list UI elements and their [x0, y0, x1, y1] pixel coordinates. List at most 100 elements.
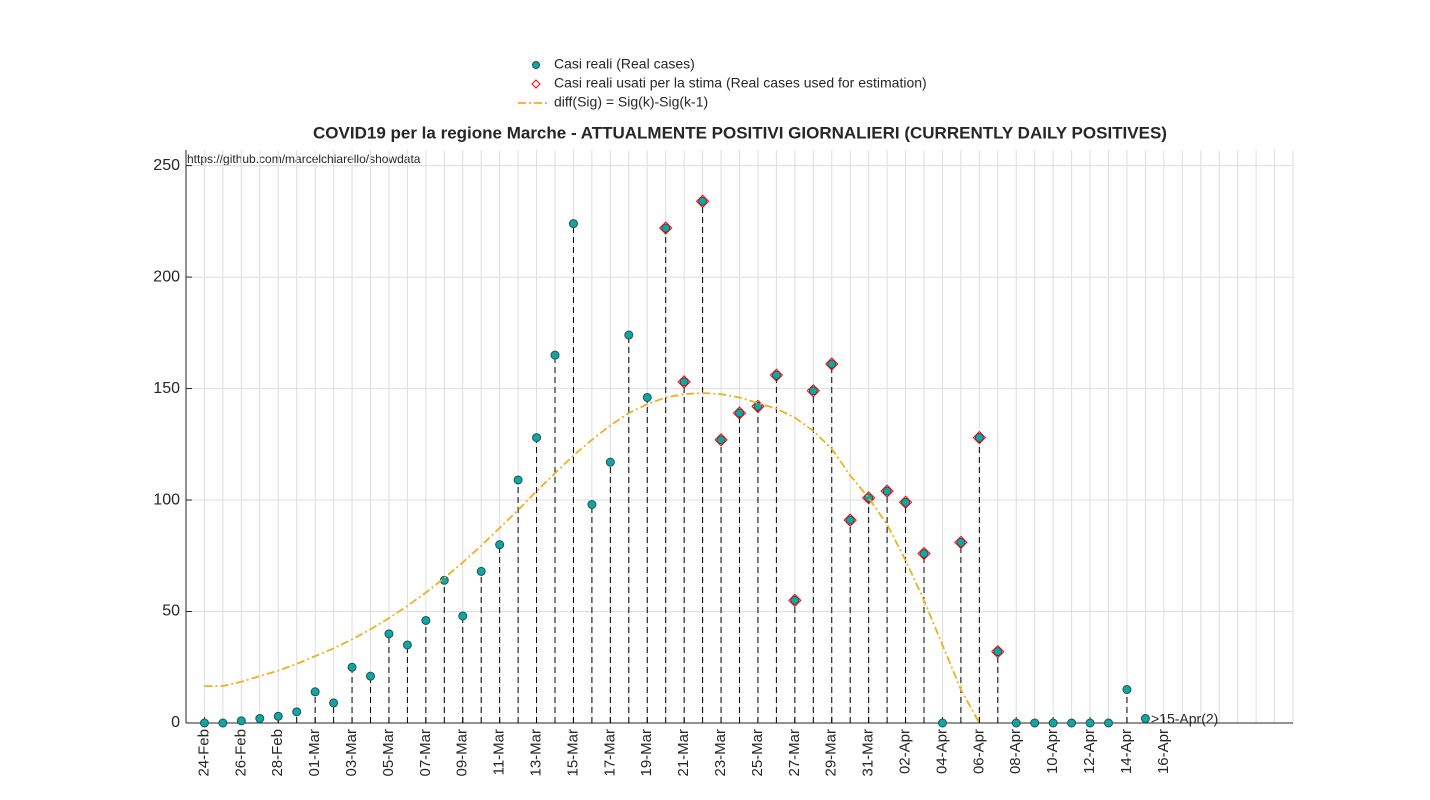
- y-tick-label: 50: [162, 603, 180, 620]
- point: [1085, 718, 1095, 728]
- x-tick-label: 01-Mar: [306, 729, 323, 777]
- point: [843, 513, 857, 527]
- point: [402, 640, 412, 650]
- point: [1067, 718, 1077, 728]
- x-tick-label: 12-Apr: [1081, 729, 1098, 774]
- point: [532, 433, 542, 443]
- point: [605, 457, 615, 467]
- point: [825, 357, 839, 371]
- point: [901, 497, 911, 507]
- x-tick-label: 31-Mar: [860, 729, 877, 777]
- point: [310, 687, 320, 697]
- point: [845, 515, 855, 525]
- point: [587, 500, 597, 510]
- x-tick-label: 27-Mar: [786, 729, 803, 777]
- point: [495, 540, 505, 550]
- x-tick-label: 24-Feb: [195, 729, 212, 777]
- point: [236, 716, 246, 726]
- point: [218, 718, 228, 728]
- point: [1140, 714, 1150, 724]
- x-tick-label: 28-Feb: [269, 729, 286, 777]
- point: [993, 647, 1003, 657]
- point: [550, 350, 560, 360]
- point: [292, 707, 302, 717]
- point: [273, 711, 283, 721]
- point: [1011, 718, 1021, 728]
- point: [513, 475, 523, 485]
- point: [695, 194, 710, 208]
- point: [806, 384, 821, 398]
- point: [882, 486, 892, 496]
- point: [347, 662, 357, 672]
- point: [769, 368, 784, 382]
- point: [199, 718, 209, 728]
- y-tick-label: 200: [153, 268, 180, 285]
- x-tick-label: 06-Apr: [970, 729, 987, 774]
- y-tick-label: 150: [153, 380, 180, 397]
- point: [642, 392, 652, 402]
- point: [808, 386, 818, 396]
- x-tick-label: 17-Mar: [601, 729, 618, 777]
- x-tick-label: 19-Mar: [638, 729, 655, 777]
- point: [255, 714, 265, 724]
- point: [788, 593, 802, 608]
- point: [771, 370, 781, 380]
- point: [677, 375, 691, 389]
- x-tick-label: 07-Mar: [417, 729, 434, 777]
- y-tick-label: 100: [153, 491, 180, 508]
- point: [732, 406, 747, 420]
- point: [880, 484, 894, 498]
- legend-marker: [532, 61, 540, 69]
- point: [658, 221, 673, 235]
- point: [366, 671, 375, 681]
- point: [735, 408, 744, 418]
- point: [714, 433, 728, 447]
- point: [1030, 718, 1040, 728]
- point: [991, 644, 1005, 659]
- line: [204, 392, 981, 724]
- x-tick-label: 11-Mar: [491, 729, 508, 775]
- point: [919, 549, 929, 559]
- point: [476, 566, 486, 576]
- point: [1122, 685, 1132, 695]
- point: [458, 611, 468, 621]
- point: [568, 219, 578, 229]
- point: [624, 330, 634, 340]
- x-tick-label: 03-Mar: [343, 729, 360, 777]
- legend-marker: [531, 79, 541, 89]
- point: [956, 537, 966, 547]
- legend-label: Casi reali (Real cases): [554, 56, 695, 72]
- annotation: >15-Apr(2): [1151, 711, 1218, 727]
- legend-label: Casi reali usati per la stima (Real case…: [554, 75, 927, 91]
- x-tick-label: 05-Mar: [380, 729, 397, 777]
- point: [679, 377, 689, 387]
- x-tick-label: 09-Mar: [454, 729, 471, 777]
- point: [751, 399, 765, 414]
- point: [421, 615, 431, 625]
- chart-title: COVID19 per la regione Marche - ATTUALME…: [313, 123, 1167, 142]
- point: [974, 433, 984, 443]
- x-tick-label: 26-Feb: [232, 729, 249, 777]
- x-tick-label: 08-Apr: [1007, 729, 1024, 774]
- point: [384, 629, 394, 639]
- x-tick-label: 16-Apr: [1155, 729, 1172, 774]
- point: [1104, 718, 1113, 728]
- point: [716, 435, 726, 445]
- point: [790, 595, 800, 605]
- x-tick-label: 04-Apr: [933, 729, 950, 774]
- x-tick-label: 10-Apr: [1044, 729, 1061, 774]
- point: [698, 196, 708, 206]
- x-tick-label: 29-Mar: [823, 729, 840, 777]
- x-tick-label: 13-Mar: [528, 729, 545, 777]
- x-tick-label: 21-Mar: [675, 729, 692, 777]
- point: [861, 491, 876, 505]
- x-tick-label: 15-Mar: [564, 729, 581, 777]
- point: [898, 495, 913, 509]
- point: [661, 223, 671, 233]
- point: [937, 718, 947, 728]
- x-tick-label: 23-Mar: [712, 729, 729, 777]
- point: [329, 698, 339, 708]
- point: [954, 535, 968, 550]
- point: [827, 359, 837, 369]
